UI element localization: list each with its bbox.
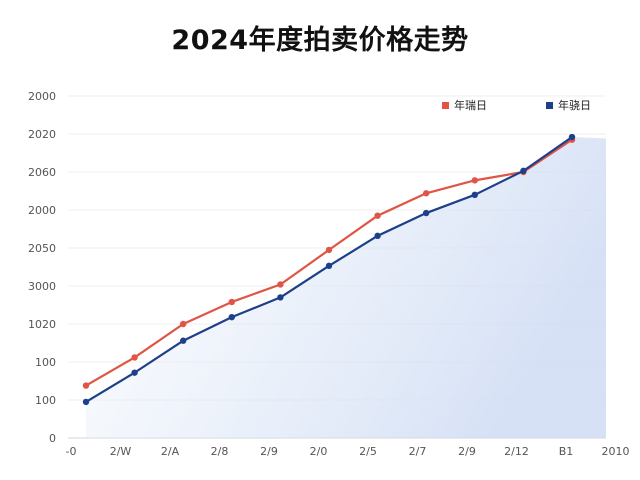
- data-point: [180, 337, 187, 344]
- y-tick-label: 3000: [28, 280, 56, 293]
- x-tick-label: 2/A: [161, 445, 180, 458]
- data-point: [423, 209, 430, 217]
- legend-swatch: [442, 102, 449, 109]
- series-2: [82, 133, 576, 406]
- y-tick-label: 100: [35, 394, 56, 407]
- data-point: [471, 191, 478, 198]
- chart-title: 2024年度拍卖价格走势: [171, 25, 469, 56]
- x-tick-label: 2/7: [409, 445, 427, 458]
- x-tick-label: B1: [559, 445, 574, 458]
- y-axis: 2000 2020 2060 2000 2050 3000 1020 100 100 0: [28, 90, 56, 445]
- data-point: [82, 398, 90, 406]
- data-point: [180, 320, 187, 328]
- y-tick-label: 0: [49, 432, 56, 445]
- data-point: [131, 369, 138, 376]
- y-tick-label: 2020: [28, 128, 56, 141]
- y-tick-label: 2060: [28, 166, 56, 179]
- data-point: [228, 313, 235, 321]
- legend-label: 年骁日: [558, 98, 591, 112]
- y-tick-label: 100: [35, 356, 56, 369]
- x-axis: -0 2/W 2/A 2/8 2/9 2/0 2/5 2/7 2/9 2/12 B1 2010: [66, 445, 630, 458]
- x-tick-label: -0: [66, 445, 77, 458]
- legend-label: 年瑞日: [454, 98, 487, 112]
- y-tick-label: 1020: [28, 318, 56, 331]
- data-point: [277, 294, 284, 301]
- x-tick-label: 2/W: [110, 445, 132, 458]
- y-tick-label: 2050: [28, 242, 56, 255]
- y-tick-label: 2000: [28, 204, 56, 217]
- legend: 年瑞日 年骁日: [442, 98, 591, 112]
- data-point: [471, 177, 478, 184]
- x-tick-label: 2010: [602, 445, 630, 458]
- legend-swatch: [546, 102, 553, 109]
- y-tick-label: 2000: [28, 90, 56, 103]
- x-tick-label: 2/0: [310, 445, 328, 458]
- x-tick-label: 2/12: [504, 445, 529, 458]
- data-point: [568, 133, 576, 141]
- data-point: [423, 190, 430, 197]
- data-point: [374, 212, 381, 219]
- data-point: [277, 281, 284, 288]
- x-tick-label: 2/8: [211, 445, 229, 458]
- data-point: [228, 298, 235, 306]
- x-tick-label: 2/5: [359, 445, 377, 458]
- x-tick-label: 2/9: [458, 445, 476, 458]
- x-tick-label: 2/9: [260, 445, 278, 458]
- data-point: [374, 232, 381, 240]
- data-point: [325, 246, 333, 254]
- data-point: [520, 167, 527, 175]
- series-group: [82, 133, 576, 406]
- data-point: [131, 354, 138, 361]
- area-fill-path: [86, 137, 606, 439]
- data-point: [82, 382, 90, 389]
- area-fill: [86, 137, 606, 439]
- data-point: [325, 262, 333, 270]
